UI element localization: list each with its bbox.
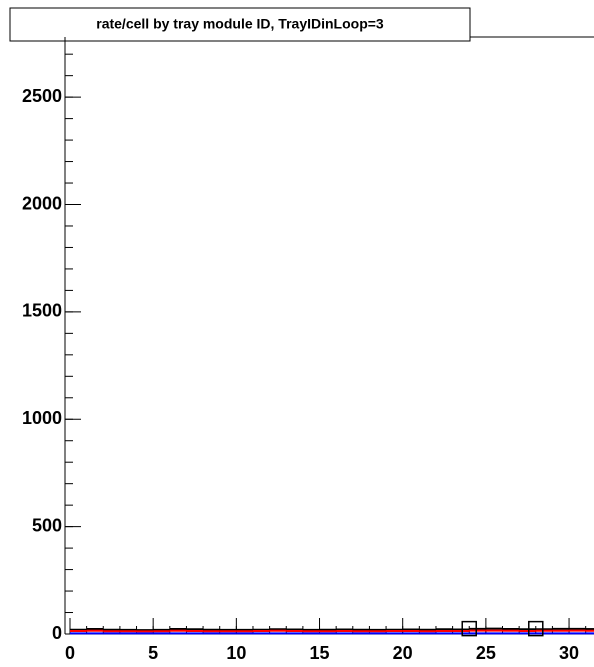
y-tick-label: 2000 [22,193,62,213]
y-tick-label: 500 [32,515,62,535]
y-tick-label: 2500 [22,86,62,106]
marker [528,620,544,637]
x-tick-label: 5 [148,643,158,663]
x-tick-label: 30 [559,643,579,663]
x-tick-label: 25 [476,643,496,663]
x-tick-label: 10 [226,643,246,663]
chart-title: rate/cell by tray module ID, TrayIDinLoo… [96,16,384,32]
title-box [9,7,471,42]
x-tick-label: 0 [65,643,75,663]
y-tick-label: 1000 [22,408,62,428]
x-tick-label: 20 [393,643,413,663]
marker [461,620,477,637]
y-tick-label: 0 [52,623,62,643]
x-tick-label: 15 [310,643,330,663]
y-tick-label: 1500 [22,301,62,321]
